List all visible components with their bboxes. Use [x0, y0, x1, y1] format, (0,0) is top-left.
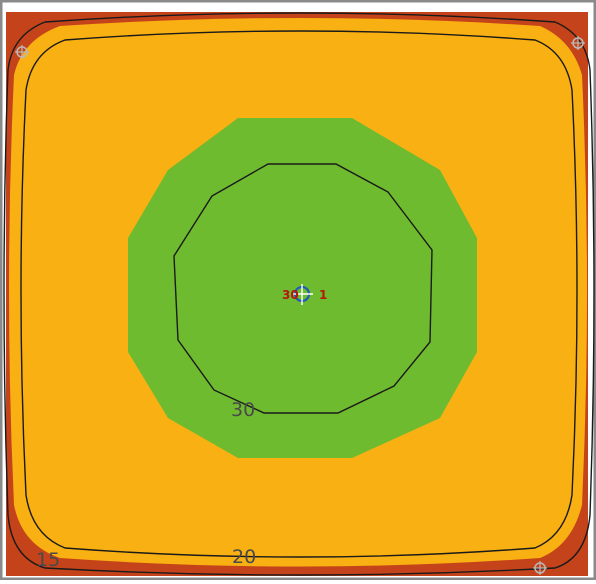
contour-line-middle	[20, 30, 578, 558]
contour-label-20: 20	[232, 546, 256, 568]
center-marker-label-left: 30	[282, 288, 299, 302]
corner-marker-top-right[interactable]	[571, 36, 585, 50]
contour-label-15: 15	[36, 549, 60, 571]
center-marker-label-right: 1	[319, 288, 327, 302]
contour-label-30: 30	[231, 399, 255, 421]
contour-line-outer	[3, 12, 595, 576]
contour-line-inner	[173, 163, 433, 414]
center-marker[interactable]: 30 1	[282, 284, 327, 305]
corner-marker-bottom-right[interactable]	[533, 561, 547, 575]
corner-marker-top-left[interactable]	[15, 45, 29, 59]
